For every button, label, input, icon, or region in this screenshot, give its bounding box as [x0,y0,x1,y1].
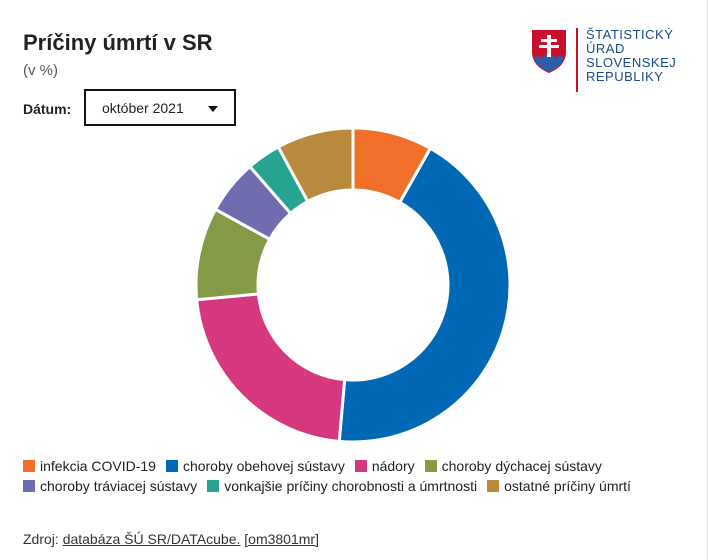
source-link[interactable]: databáza ŠÚ SR/DATAcube. [62,531,241,547]
donut-slice-2[interactable] [195,292,347,444]
legend-swatch [23,480,35,492]
legend-item[interactable]: nádory [354,456,415,476]
source-code-link[interactable]: [om3801mr] [244,531,319,547]
legend-label: ostatné príčiny úmrtí [504,478,631,494]
legend-label: vonkajšie príčiny chorobnosti a úmrtnost… [224,478,478,494]
legend: infekcia COVID-19 choroby obehovej sústav… [23,456,703,496]
legend-swatch [487,480,500,492]
legend-swatch [165,460,178,472]
legend-item[interactable]: choroby tráviacej sústavy [23,476,197,496]
legend-label: choroby obehovej sústavy [182,458,345,474]
legend-swatch [23,460,35,472]
legend-swatch [354,460,367,472]
caret-down-icon [208,106,218,112]
legend-label: choroby tráviacej sústavy [40,478,198,494]
legend-item[interactable]: choroby dýchacej sústavy [424,456,602,476]
chart-subtitle: (v %) [23,62,58,79]
legend-label: nádory [371,458,415,474]
date-select[interactable]: október 2021 [84,89,236,126]
source-note: Zdroj: databáza ŠÚ SR/DATAcube. [om3801m… [23,531,319,547]
logo-text: ŠTATISTICKÝ ÚRAD SLOVENSKEJ REPUBLIKY [586,27,677,84]
legend-label: infekcia COVID-19 [40,458,156,474]
legend-item[interactable]: ostatné príčiny úmrtí [487,476,631,496]
slovak-coat-of-arms-icon [532,30,566,73]
legend-item[interactable]: choroby obehovej sústavy [165,456,345,476]
donut-chart [194,126,512,444]
donut-slice-6[interactable] [276,126,355,204]
legend-swatch [424,460,437,472]
logo-divider [576,28,578,92]
date-select-value: október 2021 [102,100,184,116]
chart-title: Príčiny úmrtí v SR [23,30,213,55]
legend-label: choroby dýchacej sústavy [441,458,602,474]
legend-swatch [207,480,220,492]
date-label: Dátum: [23,101,72,117]
legend-item[interactable]: vonkajšie príčiny chorobnosti a úmrtnost… [207,476,477,496]
donut-slice-1[interactable] [337,146,512,444]
legend-item[interactable]: infekcia COVID-19 [23,456,156,476]
